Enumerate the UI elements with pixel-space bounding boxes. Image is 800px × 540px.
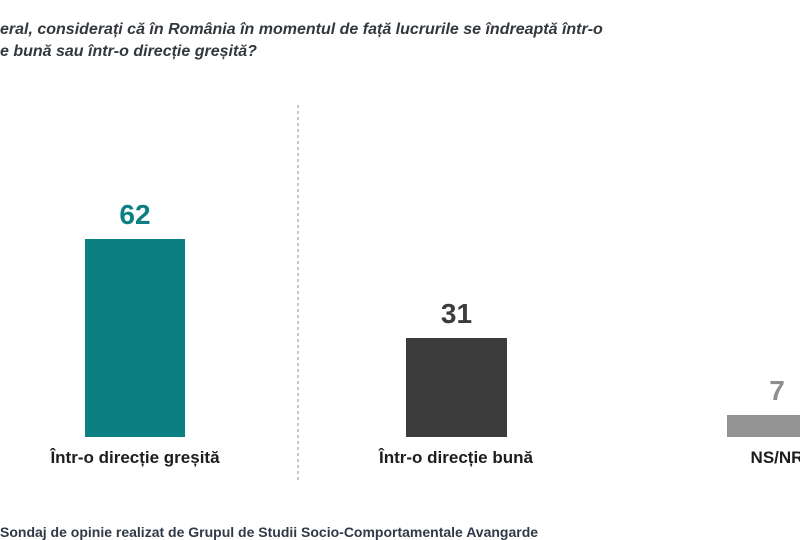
survey-question: eral, considerați că în România în momen… [0, 19, 603, 63]
question-line-1: eral, considerați că în România în momen… [0, 21, 603, 38]
bar-wrong-direction [85, 239, 185, 437]
bar-ns-nr [727, 415, 800, 437]
footer-source-text: Sondaj de opinie realizat de Grupul de S… [0, 524, 539, 540]
bar-group-good-direction: 31 [406, 299, 507, 437]
bar-value-good-direction: 31 [440, 298, 473, 329]
category-label-ns-nr: NS/NR [750, 448, 800, 467]
category-label-wrong-direction: Într-o direcție greșită [50, 448, 220, 467]
bar-value-ns-nr: 7 [769, 375, 785, 406]
bar-group-wrong-direction: 62 [85, 200, 185, 437]
category-label-good-direction: Într-o direcție bună [379, 448, 533, 467]
bar-good-direction [406, 338, 507, 437]
bar-group-ns-nr: 7 [727, 376, 800, 437]
bar-value-wrong-direction: 62 [119, 199, 151, 230]
question-line-2: e bună sau într-o direcție greșită? [0, 43, 257, 60]
dashed-divider [297, 105, 299, 483]
